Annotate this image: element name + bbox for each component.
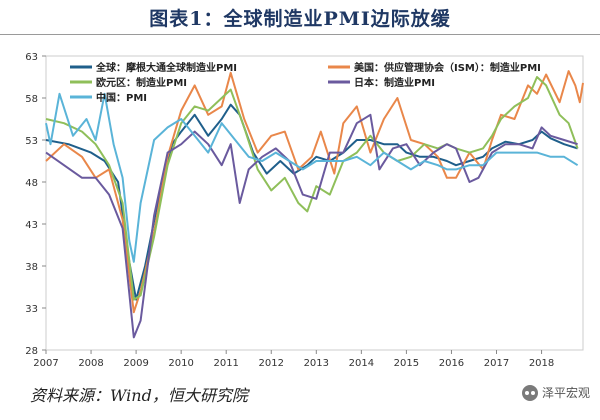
series-line-4 (45, 113, 578, 339)
y-tick-label: 33 (25, 304, 38, 315)
series-layer (45, 70, 584, 339)
chart-title: 图表1：全球制造业PMI边际放缓 (149, 7, 451, 30)
y-tick-label: 63 (25, 52, 38, 63)
plot-frame (45, 55, 584, 351)
series-line-3 (45, 76, 579, 301)
legend-label: 中国：PMI (96, 91, 147, 104)
chart-title-bar: 图表1：全球制造业PMI边际放缓 (0, 0, 600, 35)
y-tick-label: 48 (25, 178, 38, 189)
brand-label: 泽平宏观 (541, 386, 590, 400)
x-tick-label: 2018 (529, 358, 554, 369)
legend: 全球：摩根大通全球制造业PMI 美国：供应管理协会（ISM）：制造业PMI 欧元区：… (70, 61, 541, 104)
pmi-line-chart: 28 33 38 43 48 53 58 63 2007 2008 2009 2010 2011 2012… (0, 36, 600, 376)
legend-label: 欧元区：制造业PMI (96, 76, 187, 89)
x-tick-label: 2009 (123, 358, 148, 369)
x-tick-label: 2015 (394, 358, 419, 369)
wechat-logo-icon (521, 384, 538, 401)
x-tick-label: 2007 (33, 358, 58, 369)
y-tick-label: 28 (25, 346, 38, 357)
axes: 28 33 38 43 48 53 58 63 2007 2008 2009 2010 2011 2012… (25, 52, 554, 369)
legend-label: 全球：摩根大通全球制造业PMI (95, 61, 237, 74)
x-tick-label: 2013 (304, 358, 329, 369)
y-tick-label: 43 (25, 220, 38, 231)
x-tick-label: 2010 (168, 358, 193, 369)
y-tick-label: 58 (25, 94, 38, 105)
y-tick-label: 38 (25, 262, 38, 273)
source-note: 资料来源：Wind，恒大研究院 (30, 386, 248, 405)
x-tick-label: 2012 (259, 358, 284, 369)
series-line-1 (45, 103, 578, 301)
legend-label: 日本：制造业PMI (354, 76, 435, 89)
series-line-5 (45, 92, 579, 263)
legend-label: 美国：供应管理协会（ISM）：制造业PMI (354, 61, 541, 74)
brand-watermark: 泽平宏观 (521, 384, 590, 401)
y-tick-label: 53 (25, 136, 38, 147)
x-tick-label: 2017 (484, 358, 509, 369)
x-tick-label: 2008 (78, 358, 103, 369)
x-tick-label: 2016 (439, 358, 464, 369)
x-tick-label: 2011 (213, 358, 238, 369)
x-tick-label: 2014 (349, 358, 374, 369)
